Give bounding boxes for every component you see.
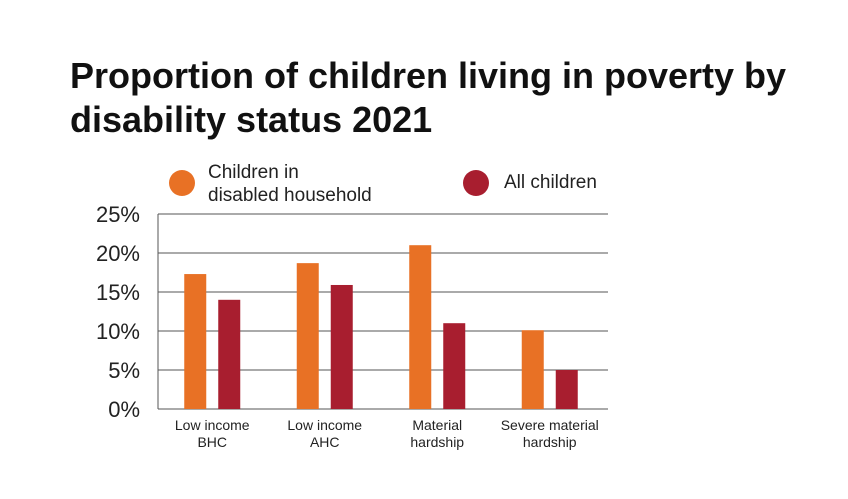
x-tick-label: Low income <box>287 417 362 433</box>
bar <box>184 274 207 409</box>
legend-swatch <box>463 170 489 196</box>
y-tick-label: 0% <box>108 397 140 422</box>
bar <box>296 263 319 409</box>
bar <box>218 299 241 409</box>
legend-swatch <box>169 170 195 196</box>
x-tick-label: Low income <box>175 417 250 433</box>
legend-label: All children <box>504 172 597 193</box>
x-tick-label: hardship <box>410 434 464 450</box>
x-tick-label: Severe material <box>501 417 599 433</box>
y-tick-label: 15% <box>96 280 140 305</box>
bar <box>521 330 544 409</box>
y-axis-ticks: 0% 5% 10% 15% 20% 25% <box>96 202 140 422</box>
x-tick-label: BHC <box>197 434 227 450</box>
x-tick-label: Material <box>412 417 462 433</box>
legend-label: Children in <box>208 162 299 183</box>
bar <box>330 284 353 409</box>
y-tick-label: 5% <box>108 358 140 383</box>
bar <box>443 323 466 409</box>
legend-label: disabled household <box>208 185 372 206</box>
bar <box>555 370 578 409</box>
bars <box>184 245 578 409</box>
chart-title: Proportion of children living in poverty… <box>70 55 787 140</box>
y-tick-label: 10% <box>96 319 140 344</box>
y-tick-label: 25% <box>96 202 140 227</box>
bar <box>409 245 432 409</box>
x-tick-label: AHC <box>310 434 340 450</box>
y-tick-label: 20% <box>96 241 140 266</box>
x-tick-label: hardship <box>523 434 577 450</box>
